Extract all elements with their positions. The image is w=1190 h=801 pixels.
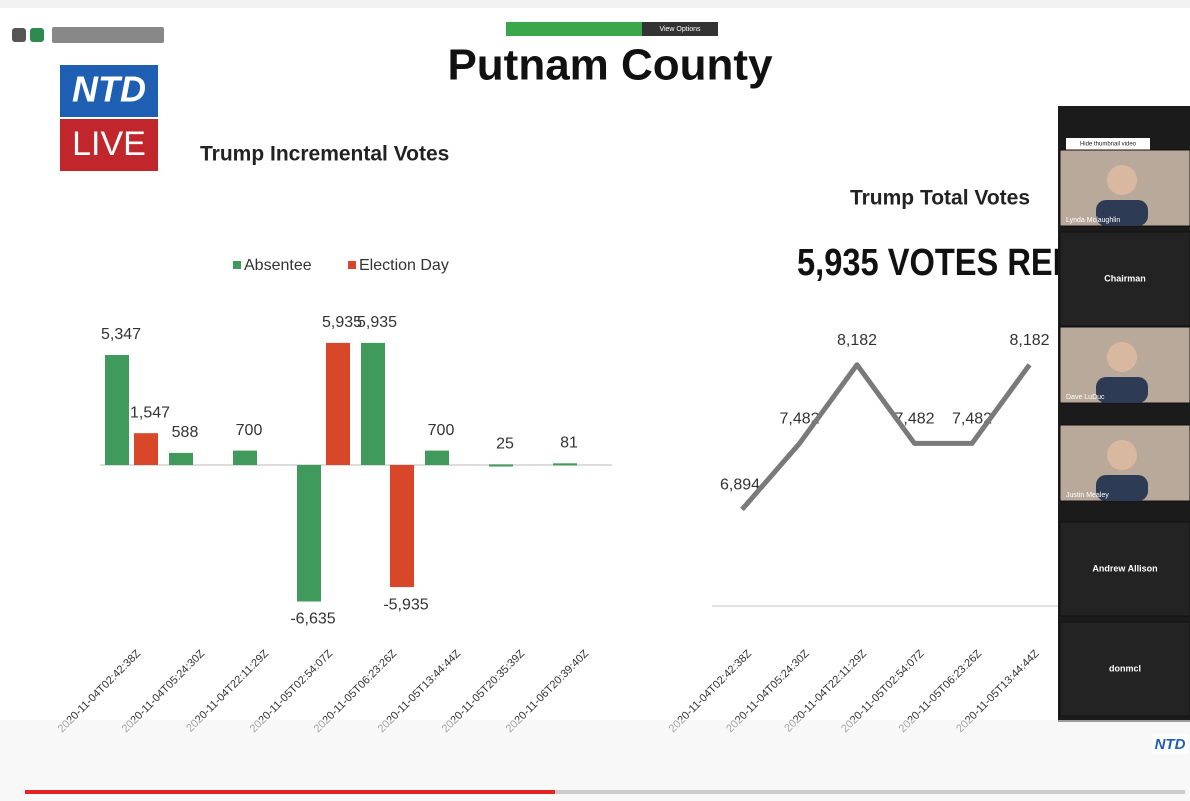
watermark: NTD bbox=[1155, 736, 1186, 753]
bar bbox=[361, 342, 385, 465]
data-label: 7,482 bbox=[894, 411, 934, 428]
data-label: 8,182 bbox=[1009, 332, 1049, 349]
data-label: -6,635 bbox=[290, 611, 335, 628]
logo-bottom-bg bbox=[60, 119, 158, 171]
data-label: 5,347 bbox=[101, 326, 141, 343]
participant-name: Lynda Mclaughlin bbox=[1066, 217, 1120, 224]
participant-name: Andrew Allison bbox=[1092, 563, 1157, 573]
control[interactable] bbox=[30, 28, 44, 42]
participant-tile bbox=[1059, 621, 1190, 717]
tooltip: Hide thumbnail video bbox=[1080, 142, 1137, 148]
participant-head bbox=[1107, 165, 1137, 195]
tooltip-bg bbox=[1066, 138, 1150, 150]
bar bbox=[326, 342, 350, 465]
bar bbox=[489, 464, 513, 467]
participant-tile bbox=[1059, 231, 1190, 327]
data-label: 588 bbox=[172, 424, 199, 441]
zoom-panel: Hide thumbnail video Lynda Mclaughlin Cha… bbox=[1058, 106, 1190, 722]
legend-swatch bbox=[348, 261, 356, 269]
legend-swatch bbox=[233, 261, 241, 269]
data-label: 5,935 bbox=[357, 314, 397, 331]
bar bbox=[390, 465, 414, 588]
line bbox=[740, 362, 1032, 512]
progress-played bbox=[25, 790, 555, 794]
participant-tile bbox=[1059, 521, 1190, 617]
data-label: 7,482 bbox=[779, 411, 819, 428]
bar bbox=[297, 465, 321, 602]
participant-name: Justin Mealey bbox=[1066, 492, 1109, 499]
page-title: Putnam County bbox=[447, 41, 773, 90]
data-label: 8,182 bbox=[837, 332, 877, 349]
bar bbox=[134, 433, 158, 465]
charts: Trump Incremental Votes2020-11-04T02:42:… bbox=[56, 143, 1128, 736]
data-label: 7,482 bbox=[952, 411, 992, 428]
top-strip bbox=[0, 0, 1190, 8]
data-label: 25 bbox=[496, 436, 514, 453]
logo-top: NTD bbox=[72, 69, 146, 110]
bar bbox=[169, 452, 193, 465]
data-label: 5,935 bbox=[322, 314, 362, 331]
participant-head bbox=[1107, 440, 1137, 470]
participant-name: donmcl bbox=[1109, 663, 1141, 673]
data-label: 700 bbox=[428, 422, 455, 439]
participant-head bbox=[1107, 342, 1137, 372]
recording-bar bbox=[52, 27, 164, 43]
control-shade bbox=[0, 720, 1190, 801]
data-label: -5,935 bbox=[383, 596, 428, 613]
data-label: 81 bbox=[560, 435, 578, 452]
participant-body bbox=[1096, 377, 1148, 403]
data-label: 6,894 bbox=[720, 477, 760, 494]
bar bbox=[233, 450, 257, 465]
data-label: 1,547 bbox=[130, 404, 170, 421]
chart-title: Trump Total Votes bbox=[850, 187, 1030, 210]
watermark-bg bbox=[1152, 734, 1188, 754]
legend-label: Election Day bbox=[359, 257, 449, 274]
data-label: 700 bbox=[236, 422, 263, 439]
participant-body bbox=[1096, 200, 1148, 226]
legend-label: Absentee bbox=[244, 257, 312, 274]
control[interactable] bbox=[12, 28, 26, 42]
banner-button[interactable]: View Options bbox=[659, 26, 701, 33]
participant-name: Dave LuDuc bbox=[1066, 394, 1105, 401]
bar bbox=[425, 450, 449, 465]
progress-track[interactable] bbox=[25, 790, 1185, 794]
chart-title: Trump Incremental Votes bbox=[200, 143, 449, 166]
bar bbox=[105, 355, 129, 465]
participant-name: Chairman bbox=[1104, 273, 1146, 283]
logo-top-bg bbox=[60, 65, 158, 117]
banner bbox=[506, 22, 642, 36]
participant-body bbox=[1096, 475, 1148, 501]
bar bbox=[553, 463, 577, 466]
banner-button-bg[interactable] bbox=[642, 22, 718, 36]
logo-bottom: LIVE bbox=[72, 125, 146, 163]
